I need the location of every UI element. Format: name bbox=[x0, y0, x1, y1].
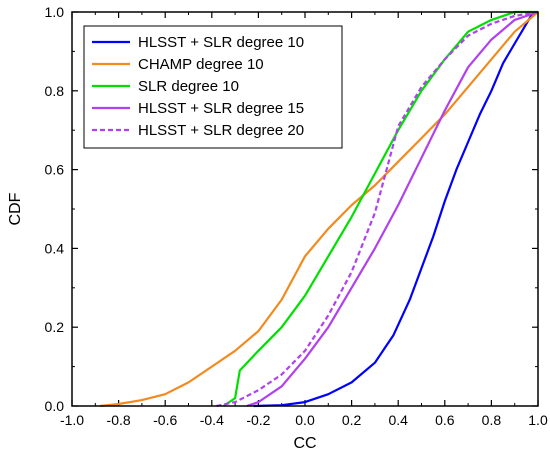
y-tick-label: 0.6 bbox=[45, 162, 65, 178]
series-line-5 bbox=[216, 10, 539, 408]
y-tick-label: 0.4 bbox=[45, 240, 65, 256]
y-tick-label: 0.0 bbox=[45, 398, 65, 414]
x-tick-label: -0.4 bbox=[200, 412, 224, 428]
series-line-1 bbox=[253, 11, 539, 408]
series-line-3 bbox=[222, 10, 538, 407]
x-tick-label: 0.6 bbox=[435, 412, 455, 428]
legend-label: CHAMP degree 10 bbox=[138, 56, 264, 73]
plot-frame bbox=[71, 11, 539, 407]
y-axis-label: CDF bbox=[7, 192, 24, 225]
x-tick-label: -1.0 bbox=[60, 412, 84, 428]
y-tick-label: 0.8 bbox=[45, 83, 65, 99]
x-tick-label: -0.6 bbox=[153, 412, 177, 428]
legend-label: HLSST + SLR degree 15 bbox=[138, 100, 304, 117]
x-tick-label: 1.0 bbox=[528, 412, 548, 428]
series-layer bbox=[99, 10, 539, 408]
series-line-2 bbox=[99, 11, 539, 408]
x-tick-label: 0.8 bbox=[482, 412, 502, 428]
x-tick-label: 0.0 bbox=[295, 412, 315, 428]
x-tick-label: 0.4 bbox=[388, 412, 408, 428]
legend-label: HLSST + SLR degree 20 bbox=[138, 122, 304, 139]
legend: HLSST + SLR degree 10 CHAMP degree 10 SLR … bbox=[83, 25, 343, 149]
y-tick-label: 0.2 bbox=[45, 319, 65, 335]
legend-label: SLR degree 10 bbox=[138, 78, 239, 95]
x-tick-label: 0.2 bbox=[342, 412, 362, 428]
series-line-4 bbox=[246, 10, 539, 408]
y-tick-label: 1.0 bbox=[45, 4, 65, 20]
x-tick-label: -0.2 bbox=[246, 412, 270, 428]
x-tick-label: -0.8 bbox=[107, 412, 131, 428]
x-axis-label: CC bbox=[293, 435, 316, 452]
legend-label: HLSST + SLR degree 10 bbox=[138, 34, 304, 51]
